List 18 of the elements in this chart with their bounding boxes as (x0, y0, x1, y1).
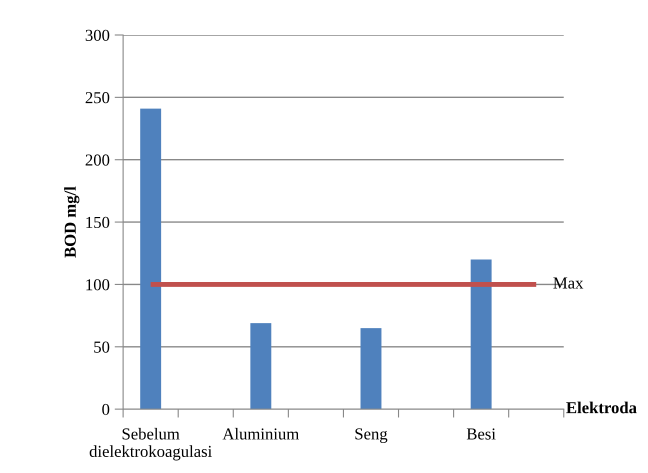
y-tick-label: 50 (94, 341, 110, 353)
x-tick-label: Sebelum dielektrokoagulasi (90, 428, 212, 460)
bar (140, 108, 162, 410)
bar (250, 323, 272, 410)
y-axis-title: BOD mg/l (64, 186, 80, 258)
series-label: Max (553, 278, 584, 289)
x-axis-title: Elektroda (566, 402, 637, 414)
y-tick-label: 300 (86, 30, 110, 41)
x-tick-label: Aluminium (222, 428, 299, 440)
x-tick-label: Seng (355, 428, 388, 443)
y-tick-label: 250 (86, 92, 110, 104)
bar (360, 328, 382, 410)
y-tick-label: 200 (86, 154, 110, 166)
y-tick-label: 150 (86, 216, 110, 228)
y-tick-label: 100 (86, 279, 110, 290)
bar (470, 259, 492, 410)
y-tick-label: 0 (102, 404, 110, 416)
x-tick-label: Besi (466, 428, 496, 440)
